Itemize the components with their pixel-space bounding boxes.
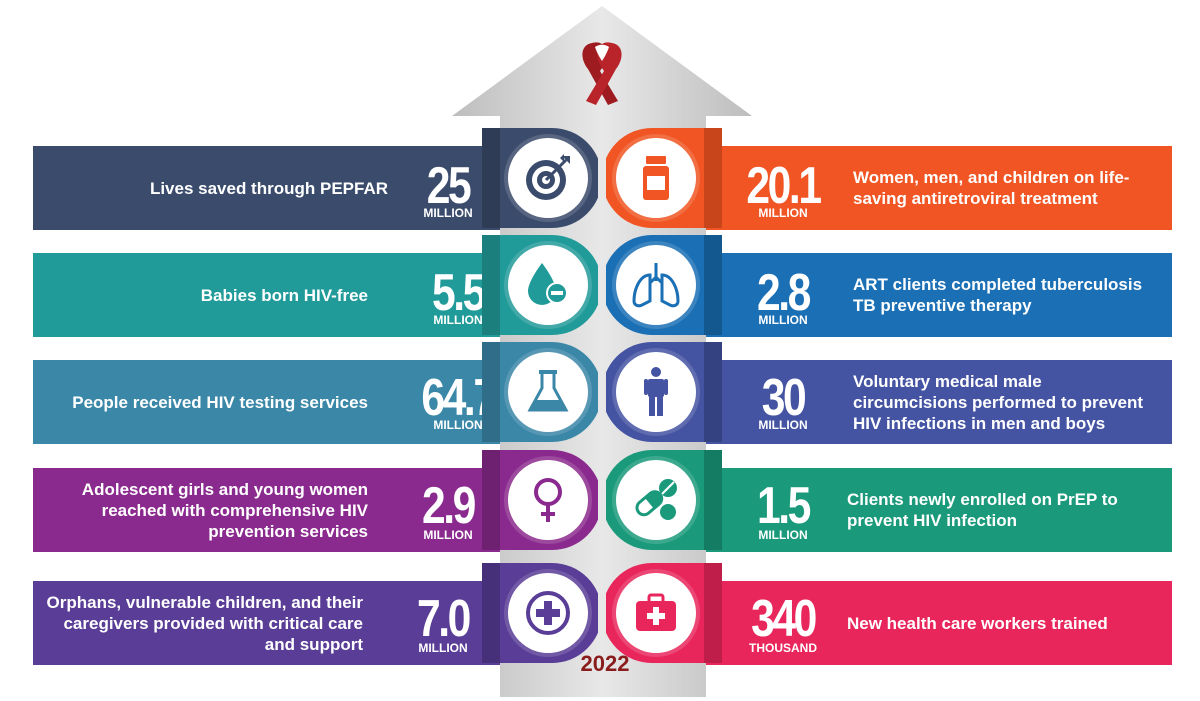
stat-label: ART clients completed tuberculosis TB pr… [853,275,1143,315]
icon-tab-left-3 [482,342,598,442]
stat-banner-babies-hiv-free: Babies born HIV-free 5.5 MILLION [33,253,500,337]
first-aid-kit-icon [616,573,696,653]
target-icon [508,138,588,218]
stat-label: Adolescent girls and young women reached… [81,479,368,541]
stat-unit: MILLION [758,528,808,542]
icon-tab-left-2 [482,235,598,335]
icon-tab-left-4 [482,450,598,550]
stat-value: 2.9 [422,477,476,535]
stat-banner-adolescent-girls: Adolescent girls and young women reached… [33,468,500,552]
female-symbol-icon [508,460,588,540]
stat-unit: MILLION [433,418,483,432]
red-ribbon-icon [582,42,622,105]
stat-unit: MILLION [433,313,483,327]
flask-icon [508,352,588,432]
stat-label: Women, men, and children on life-saving … [853,168,1130,208]
icon-tab-left-5 [482,563,598,663]
stat-label: Babies born HIV-free [200,285,368,305]
stat-label: Voluntary medical male circumcisions per… [853,371,1144,433]
medicine-bottle-icon [616,138,696,218]
stat-label: Orphans, vulnerable children, and their … [46,592,363,654]
stat-unit: MILLION [758,418,808,432]
stat-banner-lives-saved: Lives saved through PEPFAR 25 MILLION [33,146,500,230]
stat-unit: MILLION [423,206,473,220]
stat-unit: MILLION [418,641,468,655]
lungs-icon [616,245,696,325]
stat-value: 1.5 [757,477,811,535]
icon-tab-right-2 [606,235,722,335]
stat-label: Lives saved through PEPFAR [149,178,388,198]
stat-banner-art-treatment: 20.1 MILLION Women, men, and children on… [706,146,1172,230]
stat-label: New health care workers trained [847,613,1108,633]
stat-banner-orphans: Orphans, vulnerable children, and their … [33,581,500,665]
stat-value: 7.0 [417,590,471,648]
stat-value: 30 [761,369,807,427]
stat-label: Clients newly enrolled on PrEP to preven… [847,490,1118,530]
stat-unit: MILLION [758,313,808,327]
stat-unit: MILLION [758,206,808,220]
year-label: 2022 [580,651,630,676]
icon-tab-right-3 [606,342,722,442]
stat-label: People received HIV testing services [72,392,368,412]
stat-banner-circumcisions: 30 MILLION Voluntary medical male circum… [706,360,1172,444]
icon-tab-right-5 [606,563,722,663]
stat-value: 20.1 [746,157,822,215]
stat-value: 340 [751,590,817,648]
stat-banner-tb-therapy: 2.8 MILLION ART clients completed tuberc… [706,253,1172,337]
stat-value: 2.8 [757,264,811,322]
male-figure-icon [616,352,696,432]
stat-value: 5.5 [432,264,486,322]
icon-tab-right-1 [606,128,722,228]
pills-icon [616,460,696,540]
drop-minus-icon [508,245,588,325]
stat-banner-hiv-testing: People received HIV testing services 64.… [33,360,500,444]
plus-cross-icon [508,573,588,653]
stat-value: 25 [426,157,472,215]
icon-tab-left-1 [482,128,598,228]
stat-unit: THOUSAND [749,641,817,655]
stat-unit: MILLION [423,528,473,542]
stat-banner-health-workers: 340 THOUSAND New health care workers tra… [706,581,1172,665]
icon-tab-right-4 [606,450,722,550]
stat-banner-prep: 1.5 MILLION Clients newly enrolled on Pr… [706,468,1172,552]
